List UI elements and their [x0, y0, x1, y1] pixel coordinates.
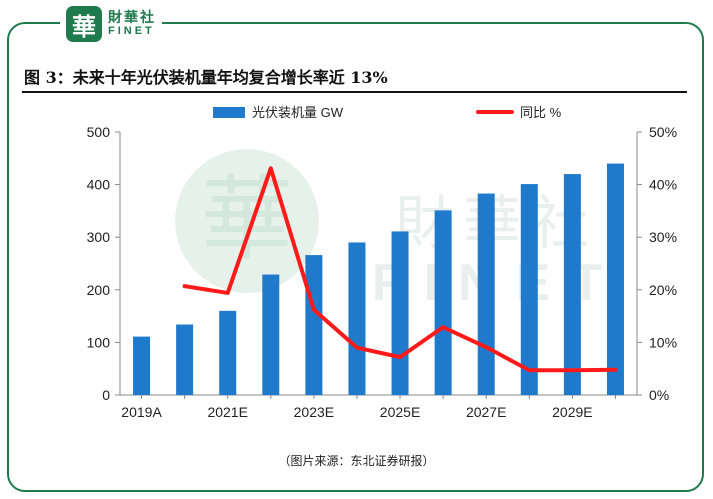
- title-rule: [22, 91, 687, 93]
- bar-2023E: [305, 255, 323, 395]
- bar-2021E: [219, 310, 237, 395]
- y-right-tick-label: 0%: [649, 387, 669, 403]
- legend-bar-label: 光伏装机量 GW: [252, 105, 344, 120]
- bar-2028E: [520, 184, 538, 395]
- watermark-logo-icon: [175, 149, 319, 293]
- y-right-tick-label: 40%: [649, 177, 677, 193]
- y-right-tick-label: 50%: [649, 124, 677, 140]
- bar-2019A: [133, 336, 151, 395]
- bar-2022E: [262, 274, 280, 395]
- logo-cn-text: 財華社: [108, 9, 156, 26]
- bar-2027E: [477, 193, 495, 395]
- y-left-tick-label: 0: [102, 387, 110, 403]
- bar-2025E: [391, 231, 409, 395]
- figure-title: 图 3：未来十年光伏装机量年均复合增长率近 13%: [24, 68, 388, 87]
- bar-2024E: [348, 242, 366, 395]
- x-tick-label: 2023E: [294, 404, 334, 420]
- x-tick-label: 2019A: [121, 404, 162, 420]
- y-right-tick-label: 20%: [649, 282, 677, 298]
- bar-2030E: [606, 163, 624, 395]
- bar-2029E: [563, 174, 581, 395]
- bar-2026E: [434, 210, 452, 395]
- y-left-tick-label: 400: [87, 177, 111, 193]
- y-left-tick-label: 200: [87, 282, 111, 298]
- y-left-tick-label: 300: [87, 229, 111, 245]
- source-caption: （图片来源：东北证券研报）: [278, 454, 435, 468]
- logo-mark: 華: [66, 6, 102, 42]
- watermark-en: FINET: [372, 254, 622, 312]
- y-left-tick-label: 500: [87, 124, 111, 140]
- y-right-tick-label: 30%: [649, 229, 677, 245]
- x-tick-label: 2025E: [380, 404, 420, 420]
- x-tick-label: 2021E: [207, 404, 247, 420]
- logo-en-text: FINET: [108, 24, 155, 37]
- legend-bar-swatch: [213, 107, 245, 118]
- legend-line-label: 同比 %: [520, 105, 562, 120]
- bar-2020E: [176, 324, 194, 395]
- x-tick-label: 2029E: [552, 404, 592, 420]
- watermark-glyph: 華: [201, 166, 293, 273]
- finet-logo: 華 財華社 FINET: [60, 4, 162, 44]
- y-left-tick-label: 100: [87, 334, 111, 350]
- x-tick-label: 2027E: [466, 404, 506, 420]
- logo-text: 財華社 FINET: [108, 11, 156, 37]
- y-right-tick-label: 10%: [649, 334, 677, 350]
